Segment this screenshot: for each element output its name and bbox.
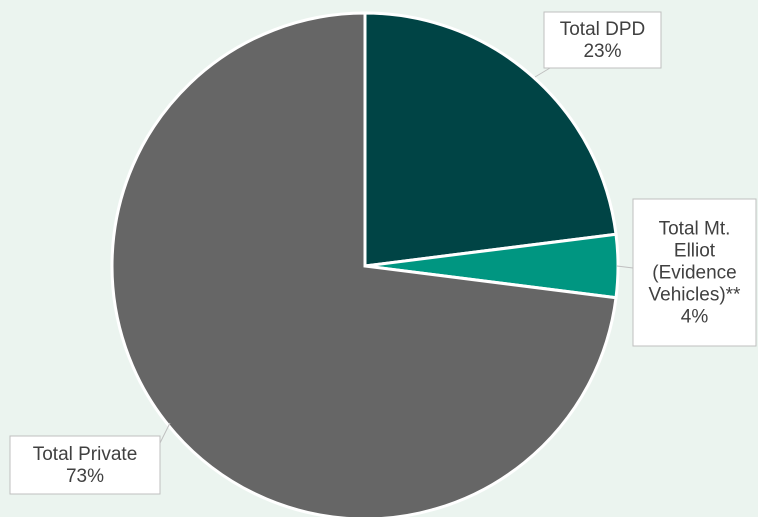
data-label-text: (Evidence: [652, 263, 737, 284]
data-label-text: Vehicles)**: [649, 285, 741, 306]
data-label-value: 4%: [681, 307, 709, 328]
data-label-text: Total Mt.: [659, 219, 731, 240]
label-box: [632, 198, 757, 347]
data-label-value: 23%: [583, 41, 621, 62]
label-box: [9, 435, 161, 495]
label-box: [543, 11, 662, 69]
leader-line: [534, 67, 551, 78]
pie-slice-total-private: [110, 11, 618, 517]
data-label-value: 73%: [66, 466, 104, 487]
slices-layer: [110, 11, 620, 517]
data-label-text: Elliot: [674, 241, 716, 262]
data-label-text: Total Private: [33, 444, 138, 465]
leader-line: [159, 422, 171, 444]
leader-line: [616, 265, 634, 269]
data-label-text: Total DPD: [560, 19, 646, 40]
pie-slice-total-dpd: [363, 11, 618, 268]
